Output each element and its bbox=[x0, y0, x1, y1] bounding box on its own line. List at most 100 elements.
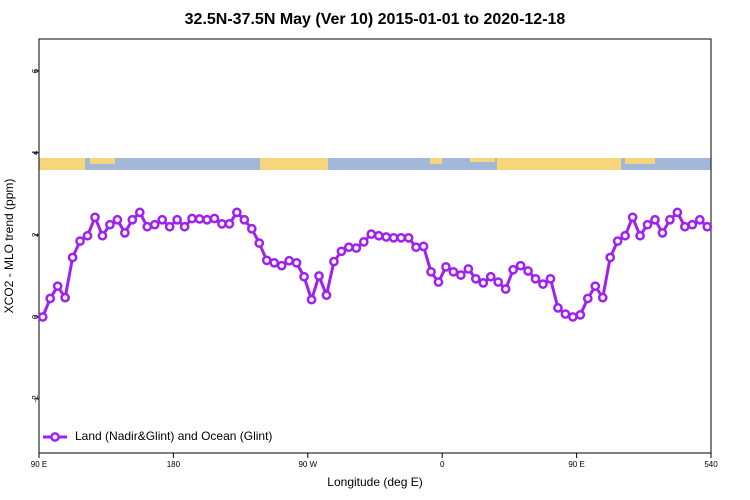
data-point bbox=[657, 228, 668, 238]
data-point bbox=[67, 252, 78, 263]
data-point bbox=[702, 221, 713, 232]
y-tick-label: -2 bbox=[31, 395, 40, 403]
y-axis-label: XCO2 - MLO trend (ppm) bbox=[2, 179, 16, 314]
series-line bbox=[41, 209, 709, 319]
data-point bbox=[120, 228, 130, 238]
data-point bbox=[105, 219, 115, 230]
data-point bbox=[560, 309, 571, 319]
legend-label: Land (Nadir&Glint) and Ocean (Glint) bbox=[75, 429, 272, 443]
data-point bbox=[620, 230, 630, 241]
data-point bbox=[344, 242, 354, 253]
data-point bbox=[336, 246, 347, 257]
x-tick-label: 0 bbox=[440, 460, 445, 469]
data-point bbox=[426, 266, 436, 277]
land-strip bbox=[260, 158, 328, 170]
data-point bbox=[224, 219, 235, 229]
data-point bbox=[246, 223, 257, 234]
data-point bbox=[448, 266, 459, 277]
data-point bbox=[97, 230, 108, 241]
land-ocean-strip bbox=[39, 158, 711, 170]
data-point bbox=[590, 281, 601, 292]
x-tick-label: 180 bbox=[167, 460, 181, 469]
land-strip bbox=[497, 158, 621, 170]
data-point bbox=[373, 230, 384, 241]
data-point bbox=[366, 229, 377, 239]
data-point bbox=[209, 213, 220, 224]
data-point bbox=[149, 219, 160, 230]
land-strip bbox=[430, 158, 442, 164]
data-point bbox=[680, 221, 690, 232]
data-point bbox=[321, 290, 332, 301]
data-point bbox=[403, 232, 414, 243]
data-point bbox=[665, 214, 675, 225]
data-point bbox=[650, 214, 660, 225]
data-point bbox=[291, 257, 302, 268]
data-point bbox=[485, 271, 496, 282]
data-point bbox=[60, 292, 70, 303]
data-point bbox=[217, 219, 227, 229]
data-point bbox=[500, 284, 511, 294]
data-point bbox=[329, 256, 339, 267]
chart-title: 32.5N-37.5N May (Ver 10) 2015-01-01 to 2… bbox=[185, 11, 566, 28]
land-strip bbox=[39, 158, 85, 170]
data-point bbox=[694, 214, 705, 225]
data-point bbox=[687, 219, 698, 230]
data-point bbox=[261, 255, 272, 266]
data-point bbox=[276, 260, 287, 271]
data-point bbox=[127, 214, 138, 225]
data-point bbox=[597, 292, 608, 303]
y-tick-label: 4 bbox=[31, 150, 40, 155]
data-point bbox=[515, 260, 526, 271]
data-point bbox=[172, 214, 182, 225]
plot-frame bbox=[38, 38, 712, 454]
data-point bbox=[232, 207, 242, 218]
data-point bbox=[112, 214, 123, 225]
data-point bbox=[351, 243, 362, 253]
x-tick-label: 90 E bbox=[31, 460, 47, 469]
legend-marker bbox=[50, 432, 60, 442]
data-point bbox=[239, 214, 250, 225]
data-point bbox=[568, 312, 578, 322]
data-point bbox=[463, 264, 474, 274]
data-point bbox=[254, 238, 265, 248]
data-point bbox=[306, 294, 317, 305]
data-point bbox=[202, 214, 212, 225]
data-point bbox=[433, 277, 444, 287]
data-point bbox=[164, 221, 175, 232]
data-point bbox=[493, 277, 504, 287]
y-tick-label: 2 bbox=[31, 232, 40, 237]
data-point bbox=[90, 212, 100, 223]
data-point bbox=[411, 242, 421, 253]
data-point bbox=[456, 270, 466, 280]
x-axis-label: Longitude (deg E) bbox=[327, 475, 422, 489]
data-point bbox=[605, 252, 616, 263]
data-point bbox=[545, 273, 556, 284]
data-point bbox=[582, 293, 593, 304]
x-tick-label: 540 bbox=[704, 460, 718, 469]
land-strip bbox=[90, 158, 115, 164]
data-point bbox=[284, 255, 294, 266]
data-point bbox=[381, 232, 392, 242]
data-point bbox=[538, 279, 548, 289]
data-point bbox=[179, 221, 190, 232]
data-point bbox=[45, 293, 56, 304]
x-tick-label: 90 E bbox=[568, 460, 584, 469]
data-point bbox=[314, 271, 324, 281]
data-point bbox=[478, 278, 489, 288]
data-point bbox=[672, 207, 683, 218]
data-point bbox=[553, 303, 563, 313]
data-point bbox=[441, 262, 451, 272]
data-point bbox=[470, 273, 481, 284]
data-point bbox=[82, 230, 93, 241]
data-point bbox=[299, 271, 309, 282]
data-point bbox=[52, 281, 63, 292]
y-tick-label: 6 bbox=[31, 68, 40, 73]
data-point bbox=[37, 312, 48, 322]
data-point bbox=[508, 264, 518, 275]
data-point bbox=[627, 212, 638, 223]
data-point bbox=[396, 232, 406, 243]
data-point bbox=[187, 213, 197, 224]
data-point bbox=[194, 214, 205, 224]
